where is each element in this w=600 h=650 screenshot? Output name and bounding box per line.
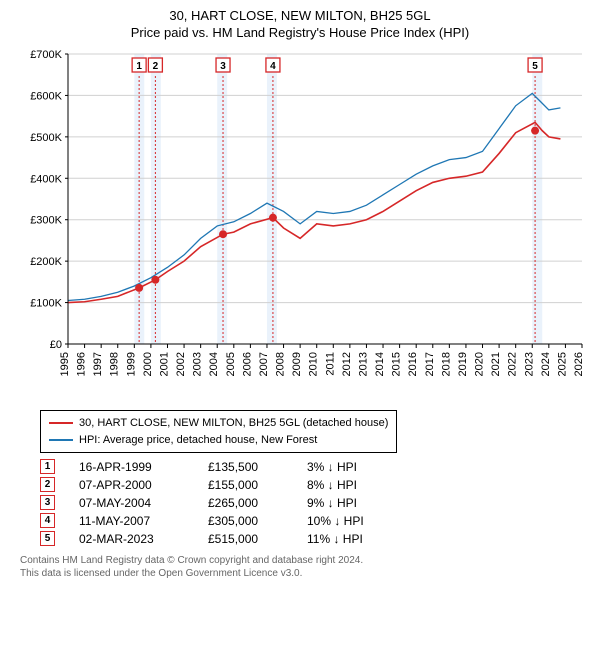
svg-text:5: 5 xyxy=(532,61,538,72)
svg-text:2022: 2022 xyxy=(507,352,519,376)
sale-date: 16-APR-1999 xyxy=(79,460,184,474)
sale-price: £135,500 xyxy=(208,460,283,474)
legend: 30, HART CLOSE, NEW MILTON, BH25 5GL (de… xyxy=(40,410,397,453)
title-line-2: Price paid vs. HM Land Registry's House … xyxy=(10,25,590,40)
svg-text:2009: 2009 xyxy=(291,352,303,376)
sale-price: £155,000 xyxy=(208,478,283,492)
sale-row: 4 11-MAY-2007 £305,000 10% ↓ HPI xyxy=(40,513,590,528)
sale-diff: 9% ↓ HPI xyxy=(307,496,407,510)
svg-text:3: 3 xyxy=(220,61,226,72)
sales-table: 1 16-APR-1999 £135,500 3% ↓ HPI 2 07-APR-2000… xyxy=(40,459,590,546)
sale-marker-box: 1 xyxy=(40,459,55,474)
svg-text:2008: 2008 xyxy=(275,352,287,376)
svg-text:2004: 2004 xyxy=(208,352,220,376)
svg-text:2011: 2011 xyxy=(324,352,336,376)
legend-item: 30, HART CLOSE, NEW MILTON, BH25 5GL (de… xyxy=(49,415,388,432)
legend-swatch xyxy=(49,439,73,441)
sale-date: 07-APR-2000 xyxy=(79,478,184,492)
svg-text:2023: 2023 xyxy=(523,352,535,376)
sale-date: 02-MAR-2023 xyxy=(79,532,184,546)
svg-text:2014: 2014 xyxy=(374,352,386,376)
svg-text:2010: 2010 xyxy=(308,352,320,376)
svg-text:£0: £0 xyxy=(50,339,62,351)
svg-text:£700K: £700K xyxy=(30,49,62,61)
sale-price: £305,000 xyxy=(208,514,283,528)
svg-text:1997: 1997 xyxy=(92,352,104,376)
svg-text:1995: 1995 xyxy=(59,352,71,376)
svg-text:2006: 2006 xyxy=(241,352,253,376)
svg-text:2002: 2002 xyxy=(175,352,187,376)
svg-text:2003: 2003 xyxy=(192,352,204,376)
legend-label: HPI: Average price, detached house, New … xyxy=(79,432,317,449)
sale-marker-box: 4 xyxy=(40,513,55,528)
sale-row: 1 16-APR-1999 £135,500 3% ↓ HPI xyxy=(40,459,590,474)
sale-price: £265,000 xyxy=(208,496,283,510)
legend-item: HPI: Average price, detached house, New … xyxy=(49,432,388,449)
sale-diff: 3% ↓ HPI xyxy=(307,460,407,474)
svg-text:£500K: £500K xyxy=(30,132,62,144)
sale-marker-box: 3 xyxy=(40,495,55,510)
legend-swatch xyxy=(49,422,73,424)
svg-text:2: 2 xyxy=(153,61,159,72)
sale-price: £515,000 xyxy=(208,532,283,546)
svg-text:2026: 2026 xyxy=(573,352,585,376)
svg-text:£400K: £400K xyxy=(30,173,62,185)
svg-text:2007: 2007 xyxy=(258,352,270,376)
sale-date: 07-MAY-2004 xyxy=(79,496,184,510)
sale-diff: 8% ↓ HPI xyxy=(307,478,407,492)
svg-text:1: 1 xyxy=(136,61,142,72)
sale-marker-box: 5 xyxy=(40,531,55,546)
sale-row: 5 02-MAR-2023 £515,000 11% ↓ HPI xyxy=(40,531,590,546)
svg-text:£600K: £600K xyxy=(30,90,62,102)
svg-text:1999: 1999 xyxy=(125,352,137,376)
svg-text:£300K: £300K xyxy=(30,215,62,227)
sale-row: 2 07-APR-2000 £155,000 8% ↓ HPI xyxy=(40,477,590,492)
svg-text:£100K: £100K xyxy=(30,298,62,310)
copyright-line-2: This data is licensed under the Open Gov… xyxy=(20,567,590,580)
svg-text:4: 4 xyxy=(270,61,276,72)
title-line-1: 30, HART CLOSE, NEW MILTON, BH25 5GL xyxy=(10,8,590,23)
svg-text:2016: 2016 xyxy=(407,352,419,376)
svg-text:2019: 2019 xyxy=(457,352,469,376)
svg-text:2013: 2013 xyxy=(357,352,369,376)
svg-text:2024: 2024 xyxy=(540,352,552,376)
sale-diff: 10% ↓ HPI xyxy=(307,514,407,528)
svg-text:2025: 2025 xyxy=(556,352,568,376)
chart-area: £0 £100K £200K £300K £400K £500K £600K £700K 12 3… xyxy=(10,44,590,404)
sale-date: 11-MAY-2007 xyxy=(79,514,184,528)
copyright-notice: Contains HM Land Registry data © Crown c… xyxy=(20,554,590,580)
svg-text:2001: 2001 xyxy=(158,352,170,376)
svg-text:1998: 1998 xyxy=(109,352,121,376)
svg-text:2005: 2005 xyxy=(225,352,237,376)
sale-row: 3 07-MAY-2004 £265,000 9% ↓ HPI xyxy=(40,495,590,510)
legend-label: 30, HART CLOSE, NEW MILTON, BH25 5GL (de… xyxy=(79,415,388,432)
svg-text:2015: 2015 xyxy=(391,352,403,376)
svg-text:2012: 2012 xyxy=(341,352,353,376)
svg-text:1996: 1996 xyxy=(76,352,88,376)
copyright-line-1: Contains HM Land Registry data © Crown c… xyxy=(20,554,590,567)
svg-text:2018: 2018 xyxy=(440,352,452,376)
svg-text:2000: 2000 xyxy=(142,352,154,376)
sale-marker-box: 2 xyxy=(40,477,55,492)
svg-text:£200K: £200K xyxy=(30,256,62,268)
chart-container: 30, HART CLOSE, NEW MILTON, BH25 5GL Pri… xyxy=(0,0,600,588)
sale-diff: 11% ↓ HPI xyxy=(307,532,407,546)
svg-text:2017: 2017 xyxy=(424,352,436,376)
title-block: 30, HART CLOSE, NEW MILTON, BH25 5GL Pri… xyxy=(10,8,590,40)
line-chart-svg: £0 £100K £200K £300K £400K £500K £600K £700K 12 3… xyxy=(10,44,590,404)
svg-text:2021: 2021 xyxy=(490,352,502,376)
svg-text:2020: 2020 xyxy=(474,352,486,376)
